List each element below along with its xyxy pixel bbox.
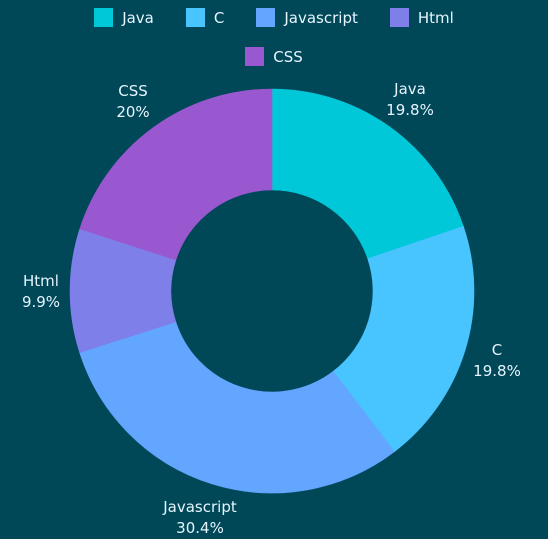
donut-slice-java[interactable] [271,88,464,260]
slice-label-java-name: Java [394,80,426,98]
legend-swatch-html [389,8,409,27]
legend-swatch-javascript [256,8,276,27]
legend-label-html: Html [417,8,454,27]
legend-swatch-java [94,8,114,27]
legend-row-1: Java C Javascript Html [0,8,548,27]
legend-item-javascript[interactable]: Javascript [256,8,358,27]
slice-label-css: CSS 20% [88,81,178,123]
slice-label-java: Java 19.8% [365,79,455,121]
legend-swatch-css [245,47,265,66]
slice-label-c-value: 19.8% [473,362,521,380]
legend-row-2: CSS [0,47,548,66]
slice-label-css-name: CSS [118,82,148,100]
donut-slice-c[interactable] [332,226,475,453]
legend-item-html[interactable]: Html [389,8,454,27]
slice-label-html: Html 9.9% [0,271,86,313]
legend-item-java[interactable]: Java [94,8,154,27]
donut-slice-javascript[interactable] [79,321,395,494]
legend-label-c: C [213,8,225,27]
slice-label-c: C 19.8% [452,340,542,382]
legend-label-java: Java [122,8,154,27]
slice-label-javascript-name: Javascript [163,498,237,516]
legend-label-javascript: Javascript [284,8,358,27]
legend-item-css[interactable]: CSS [245,47,303,66]
legend-label-css: CSS [273,47,303,66]
slice-label-java-value: 19.8% [386,101,434,119]
legend-swatch-c [185,8,205,27]
donut-slice-css[interactable] [79,88,273,261]
slice-label-css-value: 20% [116,103,150,121]
slice-label-html-value: 9.9% [21,293,61,311]
legend-item-c[interactable]: C [185,8,225,27]
slice-label-html-name: Html [23,272,59,290]
slice-label-javascript-value: 30.4% [176,519,224,537]
slice-label-c-name: C [491,341,503,359]
